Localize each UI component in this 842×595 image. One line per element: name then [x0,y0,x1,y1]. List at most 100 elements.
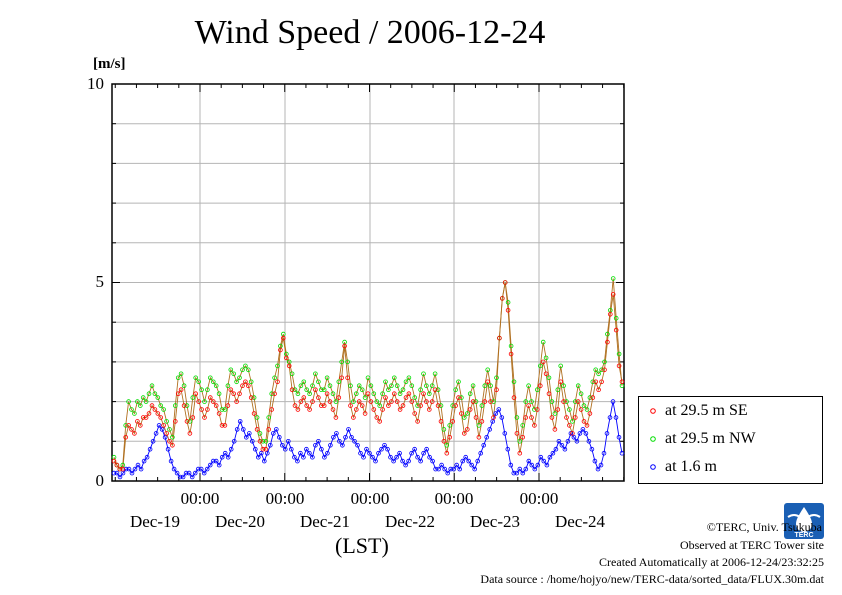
series-se-point [266,427,272,432]
series-nw-point [292,387,298,393]
series-low-point [610,399,616,404]
credit-source: Data source : /home/hojyo/new/TERC-data/… [480,572,824,586]
series-se-point [167,438,172,444]
series-se-point [558,379,563,385]
series-low-point [111,470,117,476]
series-se-point [403,395,409,400]
series-se-point [243,379,248,385]
series-se-point [178,387,184,393]
series-low-point [613,415,619,420]
series-se-point [231,391,237,397]
series-low-point [258,450,264,456]
series-se-point [155,411,161,416]
legend-label-nw: at 29.5 m NW [665,430,756,447]
series-low-point [601,450,607,456]
terc-logo: TERC [784,503,824,539]
series-nw-point [351,399,356,404]
series-se-point [213,403,219,408]
series-nw-point [164,419,169,424]
series-se-point [380,407,385,412]
series-nw-point [587,395,593,400]
series-se-point [316,395,321,400]
series-se-line [113,282,623,470]
series-low-point [502,431,508,436]
series-low-point [517,466,523,472]
series-nw-point [175,375,181,381]
series-se-point [123,434,128,440]
series-se-point [173,419,178,424]
series-low-point [132,466,138,472]
series-nw-point [359,387,365,393]
series-nw-point [602,359,607,365]
series-se-point [386,403,391,408]
series-se-point [391,391,397,397]
credit-created: Created Automatically at 2006-12-24/23:3… [599,555,824,569]
series-se-point [190,415,196,420]
series-low-point [430,458,435,464]
series-se-point [181,403,187,408]
series-low-point [307,450,312,456]
series-nw-point [572,399,578,404]
series-se-point [129,427,134,432]
x-date-dec-22: Dec-22 [384,512,436,531]
series-nw-point [386,387,391,393]
series-se-point [336,395,342,400]
series-low-point [244,434,249,440]
series-nw-point [429,383,435,389]
series-nw-point [435,387,441,393]
series-low-point [370,454,375,460]
series-low-point [340,442,345,448]
series-se-point [476,434,482,440]
series-se-point [488,399,493,404]
series-low-point [592,458,598,464]
series-se-point [567,423,572,428]
series-se-point [187,431,193,436]
series-low-point [129,470,135,476]
series-low-point [135,462,141,468]
series-se-point [383,395,388,400]
series-low-point [400,458,405,464]
series-low-point [334,431,339,436]
series-se-point [555,407,561,412]
series-low-point [201,470,207,476]
series-low-point [598,462,604,468]
series-nw-point [298,383,304,389]
series-nw-point [324,375,330,381]
series-low-point [493,411,499,416]
series-low-point [282,446,288,452]
series-low-point [379,446,384,452]
series-nw-point [610,276,616,281]
series-low-point [267,442,273,448]
series-se-point [260,446,266,452]
legend-label-se: at 29.5 m SE [665,402,748,419]
series-low-point [538,454,544,460]
series-low-point [171,466,177,472]
series-se-point [587,411,593,416]
series-se-point [508,351,514,357]
series-low-point [276,434,282,440]
series-nw-point [275,363,280,369]
series-se-point [225,403,231,408]
series-low-point [316,438,321,444]
series-nw-point [616,351,622,357]
series-nw-point [140,395,146,400]
series-se-point [219,423,225,428]
series-nw-point [318,387,324,393]
series-low-point [355,442,360,448]
series-nw-point [178,371,184,377]
series-low-point [207,462,213,468]
series-low-point [382,442,387,448]
series-low-point [138,466,144,472]
series-nw-point [181,383,187,389]
series-nw-point [321,387,327,393]
series-nw-point [424,383,429,389]
series-low-point [442,466,448,472]
series-se-point [497,335,502,341]
series-se-point [246,383,251,389]
series-se-point [520,434,525,440]
series-se-point [570,431,575,436]
series-nw-point [123,423,128,428]
legend-item-nw: at 29.5 m NW [645,428,756,450]
credit-copyright: ©TERC, Univ. Tsukuba [706,520,822,534]
series-se-point [208,395,213,400]
